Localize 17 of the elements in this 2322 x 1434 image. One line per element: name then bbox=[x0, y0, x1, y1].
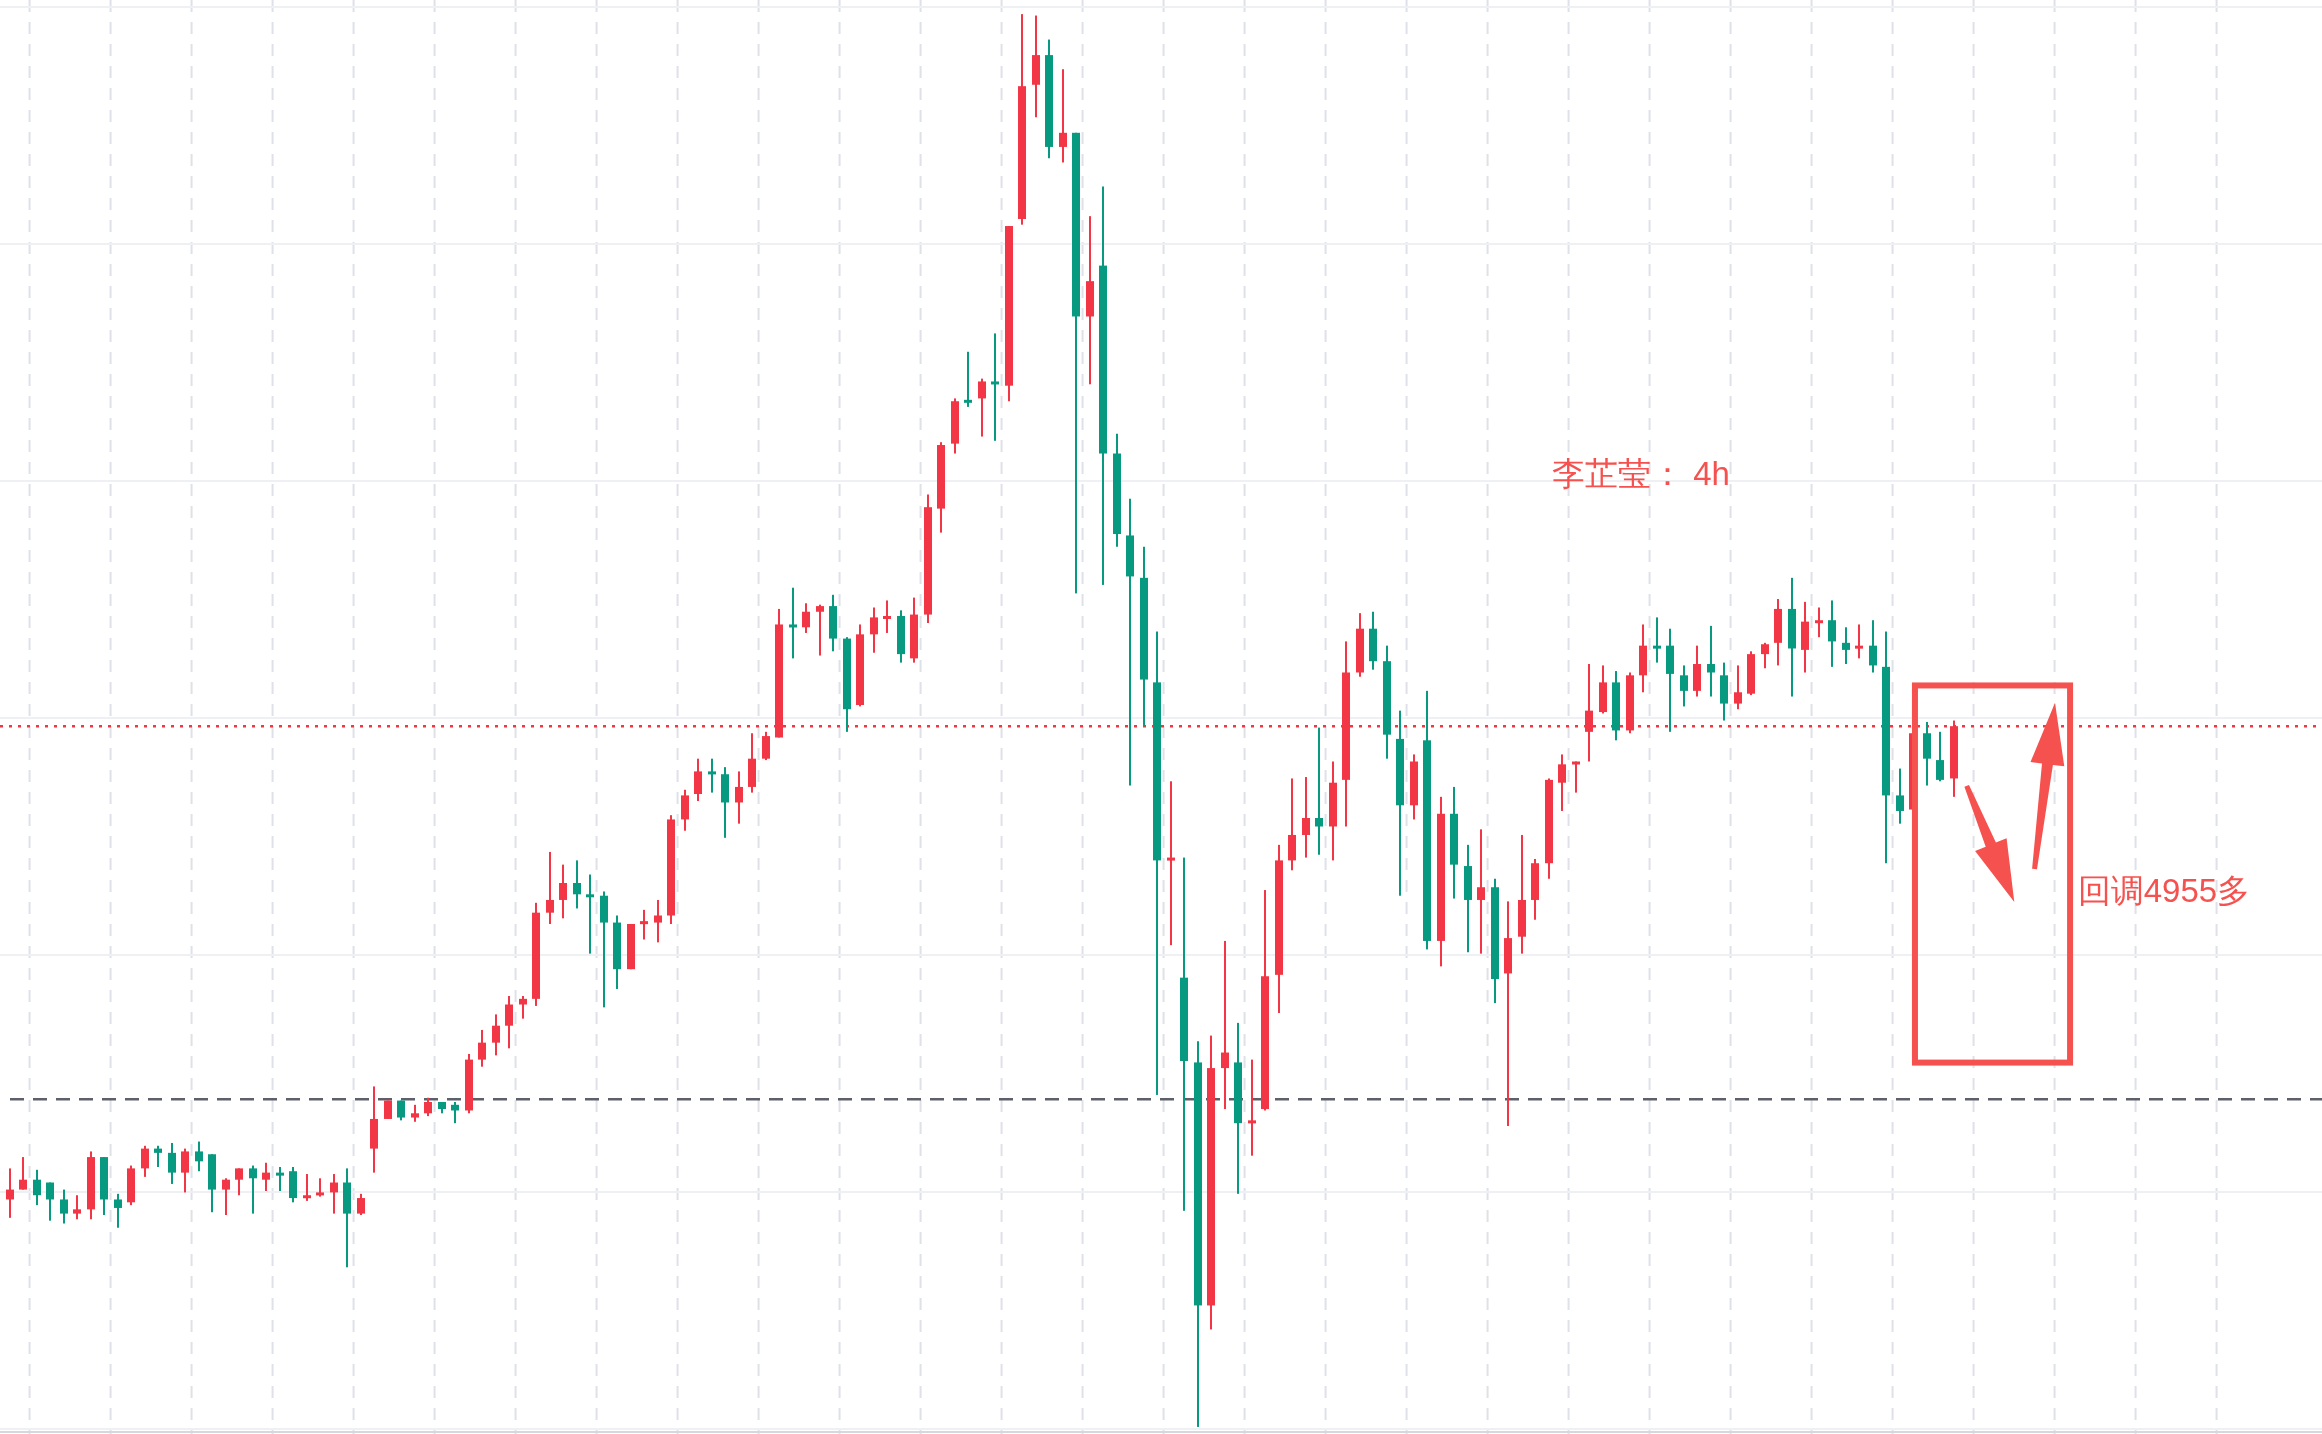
candlestick bbox=[1572, 761, 1580, 793]
candlestick bbox=[1477, 829, 1485, 954]
candlestick bbox=[789, 587, 797, 659]
candlestick bbox=[991, 333, 999, 441]
candlestick bbox=[1315, 727, 1323, 855]
candlestick bbox=[1221, 940, 1229, 1110]
candlestick bbox=[1248, 1059, 1256, 1156]
text: 回调4955多 bbox=[2077, 871, 2251, 909]
candlestick bbox=[586, 874, 594, 954]
candlestick bbox=[1167, 781, 1175, 946]
candlestick bbox=[640, 909, 648, 940]
candlestick bbox=[1855, 624, 1863, 659]
candlestick bbox=[708, 758, 716, 793]
candlestick bbox=[964, 351, 972, 407]
candlestick bbox=[883, 600, 891, 633]
annotation: 李芷莹： 4h bbox=[1552, 455, 1730, 493]
candlestick bbox=[1653, 617, 1661, 663]
